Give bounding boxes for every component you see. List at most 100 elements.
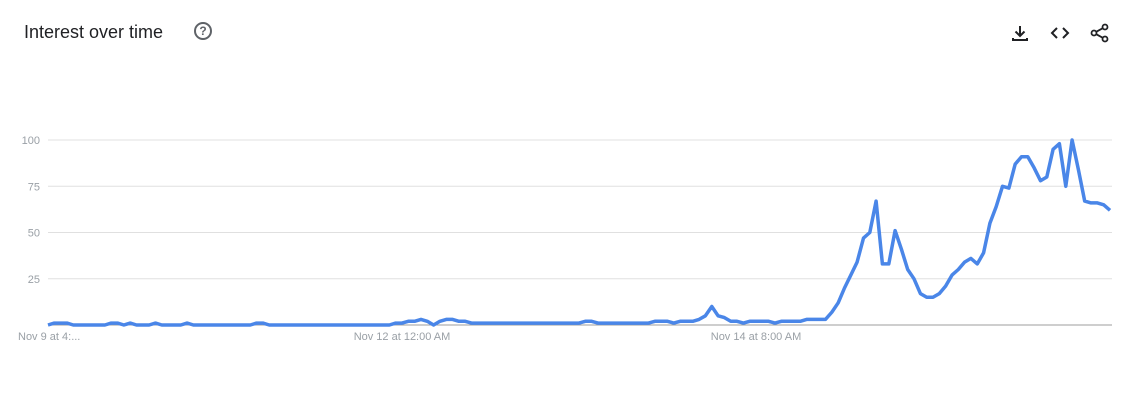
data-point[interactable] [936, 291, 942, 297]
data-point[interactable] [747, 318, 753, 324]
data-point[interactable] [892, 228, 898, 234]
data-point[interactable] [279, 322, 285, 328]
data-point[interactable] [96, 322, 102, 328]
data-point[interactable] [620, 320, 626, 326]
data-point[interactable] [854, 259, 860, 265]
data-point[interactable] [405, 318, 411, 324]
data-point[interactable] [247, 322, 253, 328]
data-point[interactable] [1088, 200, 1094, 206]
data-point[interactable] [393, 320, 399, 326]
data-point[interactable] [905, 267, 911, 273]
data-point[interactable] [513, 320, 519, 326]
data-point[interactable] [1107, 207, 1113, 213]
data-point[interactable] [563, 320, 569, 326]
data-point[interactable] [576, 320, 582, 326]
data-point[interactable] [525, 320, 531, 326]
data-point[interactable] [728, 318, 734, 324]
data-point[interactable] [1063, 183, 1069, 189]
data-point[interactable] [51, 320, 57, 326]
share-icon[interactable] [1089, 22, 1111, 44]
data-point[interactable] [361, 322, 367, 328]
data-point[interactable] [551, 320, 557, 326]
data-point[interactable] [475, 320, 481, 326]
data-point[interactable] [323, 322, 329, 328]
data-point[interactable] [532, 320, 538, 326]
data-point[interactable] [298, 322, 304, 328]
data-point[interactable] [140, 322, 146, 328]
data-point[interactable] [1069, 137, 1075, 143]
data-point[interactable] [1000, 183, 1006, 189]
data-point[interactable] [273, 322, 279, 328]
data-point[interactable] [696, 316, 702, 322]
data-point[interactable] [608, 320, 614, 326]
data-point[interactable] [911, 276, 917, 282]
data-point[interactable] [519, 320, 525, 326]
data-point[interactable] [974, 261, 980, 267]
data-point[interactable] [152, 320, 158, 326]
data-point[interactable] [367, 322, 373, 328]
data-point[interactable] [235, 322, 241, 328]
embed-code-icon[interactable] [1049, 22, 1071, 44]
data-point[interactable] [380, 322, 386, 328]
data-point[interactable] [646, 320, 652, 326]
data-point[interactable] [753, 318, 759, 324]
data-point[interactable] [1031, 165, 1037, 171]
data-point[interactable] [835, 300, 841, 306]
data-point[interactable] [336, 322, 342, 328]
data-point[interactable] [633, 320, 639, 326]
data-point[interactable] [1012, 161, 1018, 167]
data-point[interactable] [462, 318, 468, 324]
data-point[interactable] [469, 320, 475, 326]
data-point[interactable] [412, 318, 418, 324]
data-point[interactable] [860, 235, 866, 241]
data-point[interactable] [456, 318, 462, 324]
data-point[interactable] [171, 322, 177, 328]
data-point[interactable] [311, 322, 317, 328]
data-point[interactable] [848, 272, 854, 278]
data-point[interactable] [544, 320, 550, 326]
data-point[interactable] [1050, 146, 1056, 152]
data-point[interactable] [266, 322, 272, 328]
data-point[interactable] [58, 320, 64, 326]
data-point[interactable] [488, 320, 494, 326]
data-point[interactable] [823, 316, 829, 322]
data-point[interactable] [1025, 154, 1031, 160]
data-point[interactable] [348, 322, 354, 328]
data-point[interactable] [816, 316, 822, 322]
data-point[interactable] [184, 320, 190, 326]
data-point[interactable] [955, 267, 961, 273]
data-point[interactable] [1019, 154, 1025, 160]
data-point[interactable] [810, 316, 816, 322]
data-point[interactable] [1075, 167, 1081, 173]
data-point[interactable] [665, 318, 671, 324]
data-point[interactable] [778, 318, 784, 324]
data-point[interactable] [557, 320, 563, 326]
data-point[interactable] [627, 320, 633, 326]
data-point[interactable] [399, 320, 405, 326]
data-point[interactable] [968, 255, 974, 261]
data-point[interactable] [917, 291, 923, 297]
data-point[interactable] [804, 316, 810, 322]
data-point[interactable] [873, 198, 879, 204]
data-point[interactable] [962, 259, 968, 265]
data-point[interactable] [216, 322, 222, 328]
data-point[interactable] [538, 320, 544, 326]
data-point[interactable] [949, 272, 955, 278]
data-point[interactable] [165, 322, 171, 328]
data-point[interactable] [652, 318, 658, 324]
data-point[interactable] [209, 322, 215, 328]
data-point[interactable] [702, 313, 708, 319]
data-point[interactable] [797, 318, 803, 324]
data-point[interactable] [766, 318, 772, 324]
data-point[interactable] [772, 320, 778, 326]
data-point[interactable] [64, 320, 70, 326]
data-point[interactable] [709, 304, 715, 310]
data-point[interactable] [759, 318, 765, 324]
data-point[interactable] [285, 322, 291, 328]
data-point[interactable] [924, 294, 930, 300]
data-point[interactable] [595, 320, 601, 326]
data-point[interactable] [886, 261, 892, 267]
data-point[interactable] [683, 318, 689, 324]
data-point[interactable] [481, 320, 487, 326]
data-point[interactable] [178, 322, 184, 328]
